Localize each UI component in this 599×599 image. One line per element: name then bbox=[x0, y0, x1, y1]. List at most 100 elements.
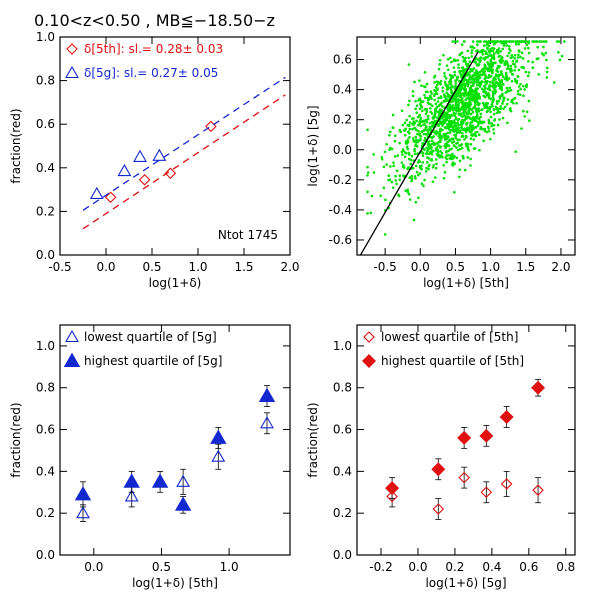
data-point bbox=[443, 121, 446, 125]
data-point bbox=[437, 96, 440, 100]
data-point bbox=[454, 82, 458, 85]
data-point bbox=[475, 110, 479, 114]
data-point bbox=[475, 83, 479, 87]
data-point bbox=[451, 40, 454, 43]
data-point bbox=[463, 92, 467, 95]
data-point bbox=[396, 154, 400, 157]
data-point bbox=[458, 70, 461, 73]
data-point bbox=[497, 50, 500, 54]
data-point bbox=[446, 87, 450, 90]
data-point bbox=[440, 151, 444, 155]
data-point bbox=[506, 98, 510, 101]
data-point bbox=[423, 139, 426, 142]
data-point bbox=[425, 166, 428, 170]
data-point bbox=[478, 50, 481, 54]
panels: -0.5 0.0 0.5 1.0 1.5 2.00.00.20.40.60.81.0log… bbox=[9, 30, 576, 590]
data-point bbox=[445, 157, 449, 161]
data-point bbox=[478, 102, 481, 105]
data-point bbox=[507, 77, 511, 80]
data-point bbox=[521, 84, 525, 88]
data-point bbox=[469, 137, 473, 140]
data-point bbox=[470, 127, 474, 131]
data-point bbox=[437, 144, 440, 147]
data-point bbox=[138, 174, 151, 186]
figure-title: 0.10<z<0.50 , MB≦−18.50−z bbox=[34, 11, 275, 30]
data-point bbox=[478, 95, 481, 99]
data-point bbox=[459, 114, 463, 117]
data-point bbox=[482, 103, 486, 107]
data-point bbox=[450, 113, 453, 117]
data-point bbox=[415, 170, 419, 174]
y-tick-label: 0.0 bbox=[36, 548, 55, 562]
data-point bbox=[164, 167, 177, 180]
data-point bbox=[486, 109, 489, 113]
data-point bbox=[426, 114, 430, 118]
data-point bbox=[469, 143, 473, 146]
data-point bbox=[441, 105, 444, 108]
x-tick-label: 1.5 bbox=[516, 260, 535, 274]
data-point bbox=[258, 387, 276, 403]
data-point bbox=[448, 116, 452, 120]
data-point bbox=[516, 92, 520, 96]
data-point bbox=[444, 83, 448, 87]
data-point bbox=[416, 132, 419, 136]
data-point bbox=[480, 87, 484, 91]
data-point bbox=[463, 57, 466, 61]
data-point bbox=[89, 186, 104, 200]
data-point bbox=[513, 54, 517, 57]
data-point bbox=[455, 78, 459, 81]
data-point bbox=[400, 109, 404, 113]
data-point bbox=[441, 155, 444, 159]
data-point bbox=[469, 164, 472, 167]
data-point bbox=[466, 62, 470, 66]
data-point bbox=[419, 116, 423, 120]
data-point bbox=[426, 161, 429, 164]
data-point bbox=[442, 177, 446, 180]
data-point bbox=[472, 80, 475, 84]
data-point bbox=[555, 40, 559, 43]
data-point bbox=[453, 73, 457, 77]
data-point bbox=[429, 102, 432, 106]
data-point bbox=[405, 145, 409, 149]
data-point bbox=[466, 128, 470, 132]
data-point bbox=[388, 133, 391, 137]
data-point bbox=[460, 96, 464, 100]
data-point bbox=[466, 104, 470, 107]
data-point bbox=[461, 154, 464, 158]
data-point bbox=[427, 140, 431, 143]
data-point bbox=[476, 101, 479, 104]
data-point bbox=[453, 121, 457, 125]
data-point bbox=[379, 194, 382, 197]
y-tick-label: 0.2 bbox=[333, 113, 352, 127]
data-point bbox=[413, 147, 416, 151]
data-point bbox=[445, 97, 448, 101]
data-point bbox=[509, 106, 512, 110]
y-axis-label: log(1+δ) [5g] bbox=[306, 105, 320, 186]
data-point bbox=[430, 120, 434, 124]
data-point bbox=[476, 121, 480, 124]
data-point bbox=[402, 174, 405, 177]
data-point bbox=[421, 154, 425, 158]
data-point bbox=[457, 63, 460, 66]
data-point bbox=[491, 79, 495, 83]
data-point bbox=[475, 116, 479, 119]
data-point bbox=[481, 53, 485, 56]
data-point bbox=[385, 163, 388, 166]
reference-line bbox=[359, 51, 479, 255]
data-point bbox=[435, 158, 438, 161]
data-point bbox=[425, 110, 429, 113]
data-point bbox=[511, 73, 515, 76]
data-point bbox=[472, 106, 475, 110]
data-point bbox=[457, 117, 461, 121]
y-axis-label: fraction(red) bbox=[9, 402, 23, 477]
data-point bbox=[517, 42, 521, 46]
data-point bbox=[407, 166, 410, 169]
data-point bbox=[475, 130, 479, 134]
data-point bbox=[430, 152, 434, 156]
data-point bbox=[506, 64, 510, 68]
data-point bbox=[515, 101, 518, 105]
data-point bbox=[428, 163, 431, 167]
data-point bbox=[455, 156, 459, 160]
